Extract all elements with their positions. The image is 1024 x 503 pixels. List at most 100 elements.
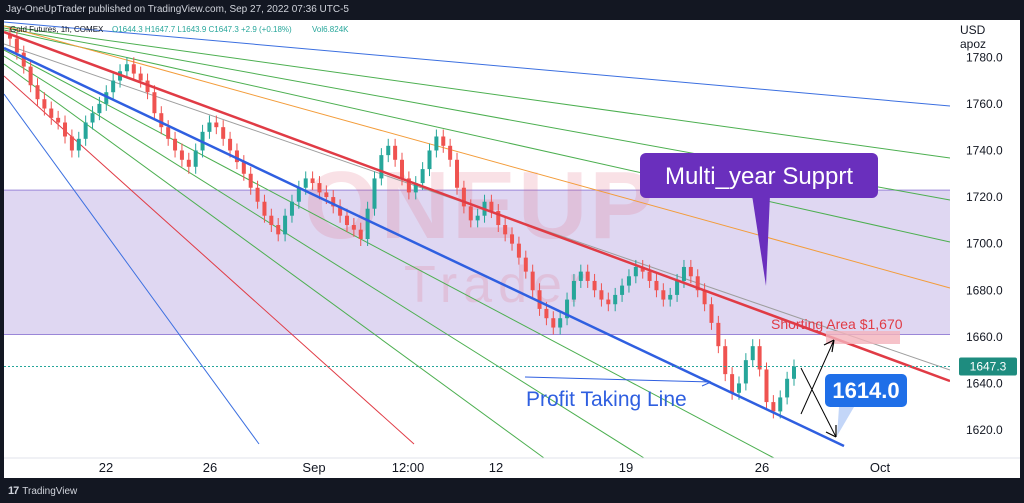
candle-body	[695, 276, 700, 291]
footer-bar: 17 TradingView	[0, 478, 1024, 503]
candle-body	[145, 80, 150, 93]
candle-body	[296, 187, 301, 202]
candle-body	[111, 80, 116, 93]
candle-body	[640, 266, 645, 272]
candle-body	[606, 299, 611, 305]
candle-body	[523, 257, 528, 272]
candle-body	[228, 138, 233, 151]
candle-body	[186, 159, 191, 167]
candle-body	[661, 290, 666, 300]
candle-body	[324, 192, 329, 198]
candle-body	[76, 138, 81, 151]
candle-body	[283, 215, 288, 235]
y-tick-label: 1720.0	[966, 190, 1003, 204]
tradingview-brand: TradingView	[22, 485, 78, 497]
x-tick-label: 26	[755, 460, 769, 475]
candle-body	[530, 271, 535, 291]
candle-body	[386, 145, 391, 156]
x-tick-label: 22	[99, 460, 113, 475]
candle-body	[317, 183, 322, 193]
candle-body	[97, 103, 102, 114]
tradingview-logo[interactable]: 17 TradingView	[8, 485, 77, 497]
candle-body	[193, 150, 198, 167]
candle-body	[241, 162, 246, 174]
candle-body	[468, 206, 473, 221]
target-callout[interactable]	[825, 374, 907, 407]
shorting-area-label: Shorting Area $1,670	[771, 316, 903, 332]
candle-body	[173, 138, 178, 151]
candle-body	[400, 159, 404, 179]
candle-body	[248, 173, 253, 188]
candle-body	[654, 280, 659, 291]
watermark: ONEUP Trader	[304, 152, 655, 314]
x-axis-ticks: 22 26 Sep 12:00 12 19 26 Oct	[99, 460, 891, 475]
candle-body	[379, 155, 384, 179]
candle-body	[14, 38, 19, 53]
profit-taking-pointer	[524, 376, 712, 383]
candle-body	[42, 99, 47, 109]
candle-body	[757, 346, 762, 370]
candle-body	[475, 215, 480, 221]
candle-body	[234, 150, 239, 163]
candle-body	[455, 159, 460, 188]
candle-body	[558, 318, 563, 328]
legend-symbol: Gold Futures, 1h, COMEX	[10, 25, 104, 34]
candle-body	[138, 73, 143, 81]
multi-year-callout[interactable]	[640, 153, 878, 198]
candle-body	[571, 280, 576, 300]
multi-year-label: Multi_year Supprt	[665, 163, 853, 190]
candle-body	[90, 113, 95, 123]
candle-body	[28, 66, 33, 86]
x-tick-label: 26	[203, 460, 217, 475]
watermark-small: Trader	[404, 256, 591, 314]
candle-body	[413, 183, 418, 193]
candle-body	[49, 108, 54, 118]
candle-body	[358, 229, 363, 239]
candle-body	[496, 211, 501, 226]
candle-body	[750, 346, 755, 361]
candle-body	[688, 266, 693, 277]
candle-body	[131, 64, 136, 74]
x-tick-label: Sep	[302, 460, 325, 475]
watermark-big: ONEUP	[304, 152, 655, 259]
y-tick-label: 1780.0	[966, 50, 1003, 64]
candle-body	[489, 201, 494, 212]
candle-body	[365, 208, 370, 239]
candle-body	[179, 150, 184, 160]
candle-body	[344, 215, 349, 226]
candle-body	[303, 178, 308, 188]
currency-line1: USD	[960, 23, 986, 37]
y-tick-label: 1620.0	[966, 423, 1003, 437]
candle-body	[516, 243, 521, 258]
candle-body	[434, 136, 439, 151]
chart-panel[interactable]: ONEUP Trader Multi_year Supprt Shorting …	[3, 20, 1020, 478]
candle-body	[21, 52, 26, 67]
down-arrow-line	[800, 367, 837, 438]
y-axis-ticks: 1620.0 1640.0 1660.0 1680.0 1700.0 1720.0 1740…	[966, 50, 1003, 437]
candle-body	[351, 225, 356, 230]
candle-body	[743, 360, 748, 384]
candle-body	[8, 33, 12, 39]
candle-body	[510, 234, 515, 244]
candle-body	[69, 136, 74, 151]
candle-body	[736, 383, 741, 393]
candle-body	[393, 145, 398, 160]
candle-body	[633, 266, 638, 277]
y-tick-label: 1640.0	[966, 376, 1003, 390]
price-chart[interactable]: ONEUP Trader Multi_year Supprt Shorting …	[3, 20, 1020, 478]
candle-body	[448, 145, 453, 160]
candle-body	[565, 299, 570, 319]
candle-body	[214, 122, 219, 128]
candle-body	[723, 346, 728, 375]
multi-year-pointer	[752, 195, 770, 286]
price-axis[interactable]	[950, 20, 1020, 458]
candle-body	[159, 113, 164, 128]
x-tick-label: 12:00	[392, 460, 425, 475]
candle-body	[83, 122, 88, 139]
profit-taking-label: Profit Taking Line	[526, 388, 687, 411]
candle-body	[104, 92, 109, 104]
candle-body	[681, 266, 686, 281]
candle-body	[551, 318, 556, 328]
candle-body	[255, 187, 260, 202]
